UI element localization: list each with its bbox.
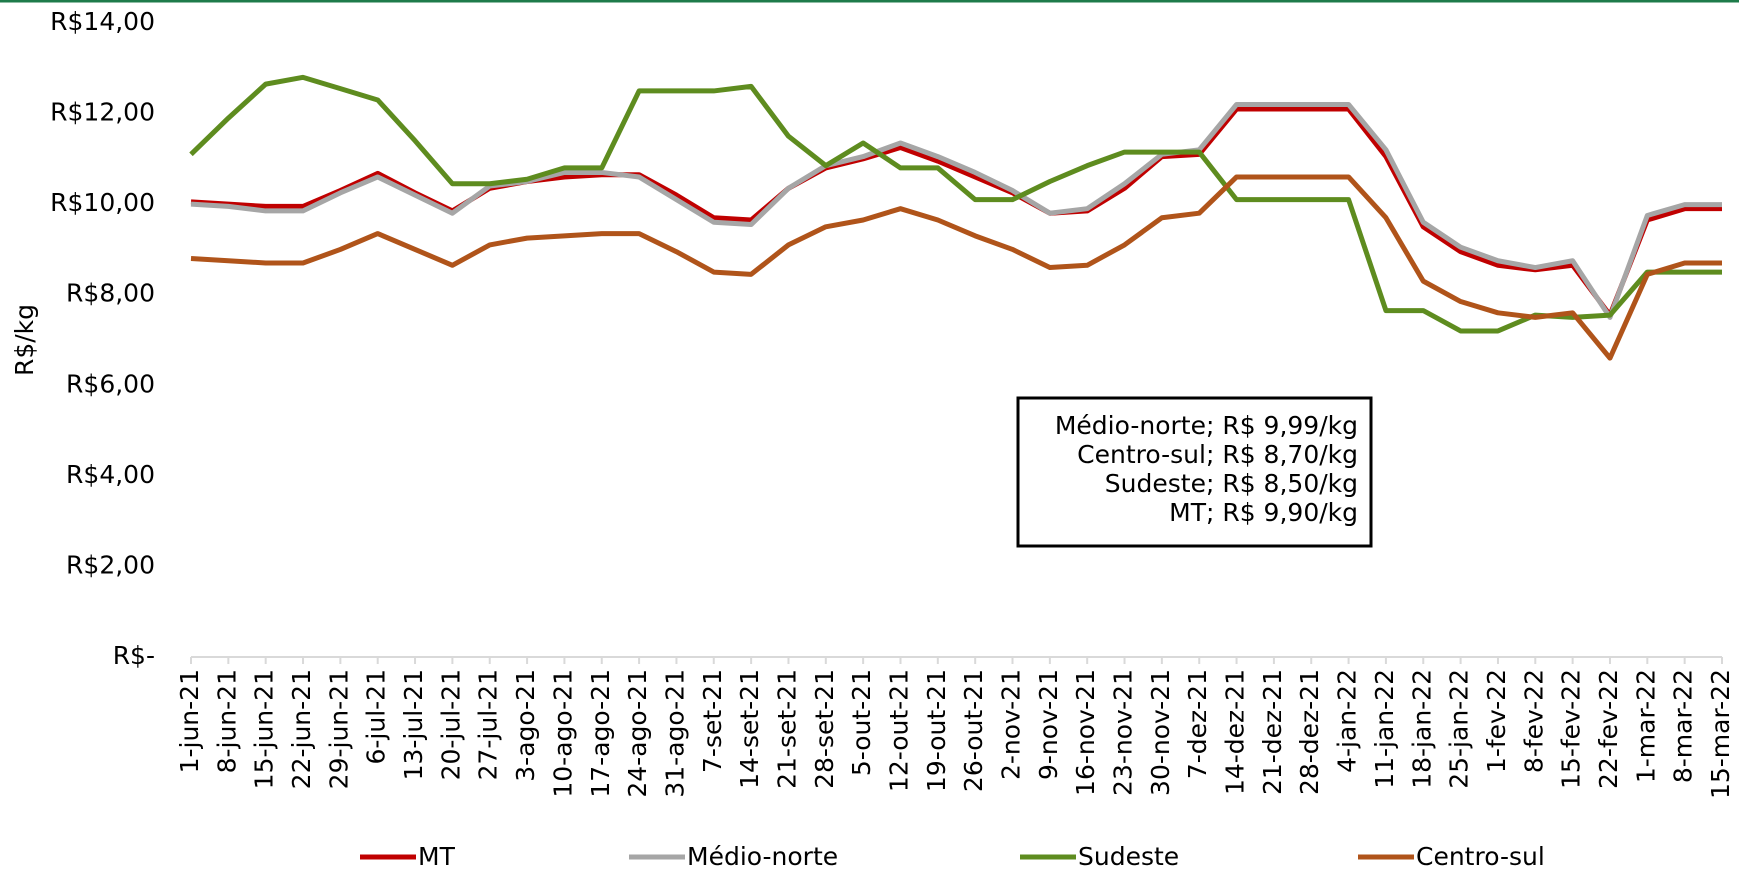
series-line (190, 106, 1722, 318)
x-tick-label: 3-ago-21 (511, 669, 540, 782)
legend-label: MT (418, 842, 456, 871)
y-tick-label: R$- (113, 641, 155, 670)
x-tick-label: 5-out-21 (847, 669, 876, 776)
x-tick-label: 7-set-21 (698, 669, 727, 773)
x-tick-label: 2-nov-21 (997, 669, 1026, 780)
x-tick-label: 21-dez-21 (1258, 669, 1287, 795)
x-tick-label: 1-mar-22 (1631, 669, 1660, 783)
y-axis-label: R$/kg (10, 304, 39, 376)
x-tick-label: 11-jan-22 (1370, 669, 1399, 789)
x-tick-label: 18-jan-22 (1407, 669, 1436, 789)
series-line (190, 102, 1722, 320)
y-tick-label: R$2,00 (66, 550, 155, 579)
x-tick-label: 1-fev-22 (1482, 669, 1511, 773)
x-tick-label: 19-out-21 (922, 669, 951, 792)
x-tick-label: 10-ago-21 (548, 669, 577, 798)
x-tick-label: 31-ago-21 (660, 669, 689, 798)
x-tick-label: 9-nov-21 (1034, 669, 1063, 780)
x-tick-label: 15-mar-22 (1706, 669, 1735, 799)
x-tick-label: 17-ago-21 (586, 669, 615, 798)
x-tick-label: 15-jun-21 (250, 669, 279, 789)
x-tick-label: 25-jan-22 (1445, 669, 1474, 789)
y-tick-label: R$14,00 (50, 7, 155, 36)
y-tick-label: R$10,00 (50, 188, 155, 217)
x-tick-label: 16-nov-21 (1071, 669, 1100, 796)
x-tick-label: 22-fev-22 (1594, 669, 1623, 789)
x-tick-label: 1-jun-21 (175, 669, 204, 773)
x-tick-label: 28-dez-21 (1295, 669, 1324, 795)
x-tick-label: 7-dez-21 (1183, 669, 1212, 779)
x-tick-label: 8-mar-22 (1669, 669, 1698, 783)
annotation-text: MT; R$ 9,90/kg (1169, 498, 1358, 527)
y-tick-label: R$8,00 (66, 279, 155, 308)
x-tick-label: 24-ago-21 (623, 669, 652, 798)
x-tick-label: 4-jan-22 (1333, 669, 1362, 773)
x-tick-label: 21-set-21 (772, 669, 801, 789)
legend-label: Sudeste (1078, 842, 1179, 871)
annotation-box (1016, 396, 1373, 548)
x-tick-label: 20-jul-21 (436, 669, 465, 780)
series-line (190, 174, 1722, 361)
x-tick-label: 22-jun-21 (287, 669, 316, 789)
legend-label: Centro-sul (1416, 842, 1545, 871)
annotation-text: Médio-norte; R$ 9,99/kg (1055, 411, 1358, 440)
x-tick-label: 28-set-21 (810, 669, 839, 789)
x-tick-label: 15-fev-22 (1557, 669, 1586, 789)
x-tick-label: 14-set-21 (735, 669, 764, 789)
y-tick-label: R$6,00 (66, 369, 155, 398)
x-tick-label: 26-out-21 (959, 669, 988, 792)
x-tick-label: 23-nov-21 (1109, 669, 1138, 796)
x-tick-label: 27-jul-21 (474, 669, 503, 780)
x-tick-label: 30-nov-21 (1146, 669, 1175, 796)
x-tick-label: 6-jul-21 (362, 669, 391, 765)
x-tick-label: 13-jul-21 (399, 669, 428, 780)
x-tick-label: 14-dez-21 (1221, 669, 1250, 795)
annotation-text: Centro-sul; R$ 8,70/kg (1077, 440, 1358, 469)
annotation-text: Sudeste; R$ 8,50/kg (1105, 469, 1358, 498)
x-tick-label: 12-out-21 (884, 669, 913, 792)
x-tick-label: 8-fev-22 (1519, 669, 1548, 773)
y-tick-label: R$12,00 (50, 98, 155, 127)
x-tick-label: 29-jun-21 (324, 669, 353, 789)
x-tick-label: 8-jun-21 (212, 669, 241, 773)
series-line (189, 74, 1722, 334)
y-tick-label: R$4,00 (66, 460, 155, 489)
legend-label: Médio-norte (687, 842, 838, 871)
